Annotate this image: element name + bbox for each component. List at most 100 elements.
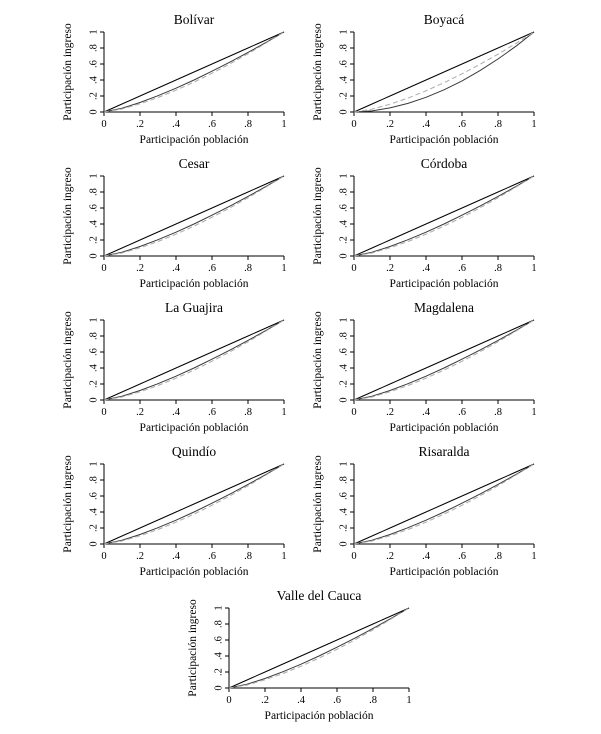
y-tick-label: .4 <box>338 507 349 516</box>
y-tick-label: 0 <box>88 541 99 546</box>
x-tick-label: .4 <box>422 551 431 562</box>
series-lorenz_dashed <box>228 607 409 689</box>
chart-title: Bolívar <box>173 12 214 27</box>
y-axis-label: Participación ingreso <box>312 455 324 553</box>
y-axis-label: Participación ingreso <box>62 311 74 409</box>
y-tick-label: .8 <box>338 44 349 52</box>
x-tick-label: .2 <box>136 407 144 418</box>
chart-panel-la_guajira: La Guajira Participación ingreso 0 .2 .4 .6 .8… <box>62 300 287 434</box>
x-tick-label: .2 <box>386 407 394 418</box>
chart-title: Córdoba <box>420 156 467 171</box>
y-tick-label: 1 <box>88 317 99 322</box>
series-equality <box>353 175 534 257</box>
y-tick-label: .2 <box>88 524 99 532</box>
y-tick-label: 1 <box>88 29 99 34</box>
x-tick-label: .4 <box>422 263 431 274</box>
chart-panel-magdalena: Magdalena Participación ingreso 0 .2 .4 .6 .8 1… <box>312 300 537 434</box>
y-tick-label: 1 <box>338 317 349 322</box>
series-lorenz_dashed <box>353 31 534 113</box>
chart-title: Valle del Cauca <box>276 588 361 603</box>
y-tick-label: .6 <box>338 348 349 356</box>
x-tick-label: .8 <box>244 263 252 274</box>
series-equality <box>103 319 284 401</box>
y-tick-label: 0 <box>338 541 349 546</box>
x-axis-label: Participación población <box>264 710 373 722</box>
series-lorenz_dashed <box>353 175 534 257</box>
chart-title: Magdalena <box>414 300 474 315</box>
x-tick-label: .4 <box>172 551 181 562</box>
series-lorenz_solid <box>103 31 284 113</box>
x-tick-label: 0 <box>351 407 356 418</box>
y-tick-label: .4 <box>338 75 349 84</box>
y-tick-label: .2 <box>338 380 349 388</box>
y-tick-label: .4 <box>88 75 99 84</box>
x-tick-label: .6 <box>458 263 466 274</box>
y-axis-label: Participación ingreso <box>62 455 74 553</box>
chart-row: Cesar Participación ingreso 0 .2 .4 .6 .8 1 0 .2.… <box>56 154 546 296</box>
series-equality <box>228 607 409 689</box>
x-tick-label: 1 <box>531 263 536 274</box>
y-tick-label: 1 <box>338 29 349 34</box>
chart-panel-risaralda: Risaralda Participación ingreso 0 .2 .4 .6 .8 1… <box>312 444 537 578</box>
y-tick-label: .8 <box>213 620 224 628</box>
y-tick-label: 0 <box>338 253 349 258</box>
y-tick-label: .6 <box>88 60 99 68</box>
y-tick-label: .6 <box>338 60 349 68</box>
series-equality <box>103 463 284 545</box>
x-tick-label: .2 <box>261 695 269 706</box>
series-lorenz_solid <box>103 175 284 257</box>
x-tick-label: .8 <box>494 119 502 130</box>
y-tick-label: .6 <box>88 204 99 212</box>
y-tick-label: .2 <box>338 236 349 244</box>
series-lorenz_dashed <box>103 463 284 545</box>
chart-title: La Guajira <box>164 300 222 315</box>
x-tick-label: 0 <box>101 119 106 130</box>
chart-title: Cesar <box>178 156 209 171</box>
x-tick-label: 0 <box>101 407 106 418</box>
series-lorenz_solid <box>228 607 409 689</box>
x-axis-label: Participación población <box>139 566 248 578</box>
x-tick-label: .6 <box>458 407 466 418</box>
x-tick-label: .8 <box>244 407 252 418</box>
series-lorenz_dashed <box>353 319 534 401</box>
x-tick-label: .2 <box>136 119 144 130</box>
y-tick-label: 1 <box>338 461 349 466</box>
x-tick-label: .2 <box>386 119 394 130</box>
x-axis-label: Participación población <box>139 278 248 290</box>
y-tick-label: .6 <box>338 204 349 212</box>
x-tick-label: 1 <box>281 263 286 274</box>
x-tick-label: .8 <box>494 551 502 562</box>
y-tick-label: 0 <box>338 397 349 402</box>
y-tick-label: .8 <box>338 476 349 484</box>
y-axis-label: Participación ingreso <box>312 23 324 121</box>
x-tick-label: 0 <box>101 551 106 562</box>
x-axis-label: Participación población <box>139 134 248 146</box>
y-axis-label: Participación ingreso <box>62 23 74 121</box>
x-tick-label: .6 <box>208 407 216 418</box>
y-tick-label: 0 <box>213 685 224 690</box>
series-equality <box>353 31 534 113</box>
series-lorenz_solid <box>353 31 534 113</box>
x-axis-label: Participación población <box>389 566 498 578</box>
x-tick-label: 0 <box>351 119 356 130</box>
y-tick-label: 0 <box>88 109 99 114</box>
y-tick-label: .6 <box>88 348 99 356</box>
x-tick-label: .2 <box>136 263 144 274</box>
x-tick-label: .6 <box>458 119 466 130</box>
x-tick-label: 0 <box>226 695 231 706</box>
series-lorenz_solid <box>353 319 534 401</box>
x-tick-label: 1 <box>281 551 286 562</box>
y-axis-label: Participación ingreso <box>62 167 74 265</box>
x-tick-label: .6 <box>458 551 466 562</box>
y-axis-label: Participación ingreso <box>312 311 324 409</box>
series-lorenz_dashed <box>103 175 284 257</box>
y-tick-label: .2 <box>338 92 349 100</box>
y-tick-label: .8 <box>88 476 99 484</box>
x-tick-label: 1 <box>531 407 536 418</box>
chart-title: Risaralda <box>418 444 469 459</box>
chart-panel-cordoba: Córdoba Participación ingreso 0 .2 .4 .6 .8 1 0.… <box>312 156 537 290</box>
x-tick-label: 0 <box>351 551 356 562</box>
chart-title: Quindío <box>171 444 216 459</box>
y-tick-label: .8 <box>88 44 99 52</box>
y-tick-label: 1 <box>338 173 349 178</box>
